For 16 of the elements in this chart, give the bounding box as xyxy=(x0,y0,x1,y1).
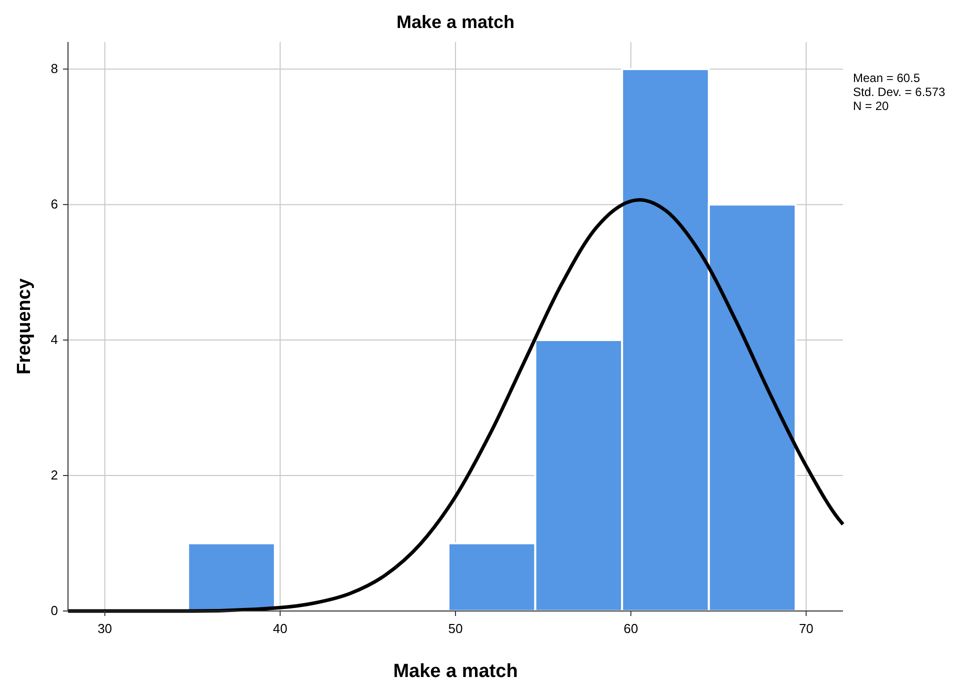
x-tick-label: 40 xyxy=(272,621,288,636)
x-axis-title: Make a match xyxy=(393,661,518,681)
x-tick-label: 70 xyxy=(798,621,814,636)
x-tick-label: 30 xyxy=(98,621,112,636)
y-tick-label: 0 xyxy=(50,603,58,618)
text: N = 20 xyxy=(853,99,890,113)
x-tick-label: 50 xyxy=(448,621,463,636)
chart-title: Make a match xyxy=(396,12,515,32)
y-tick-label: 8 xyxy=(50,61,58,76)
y-axis-title: Frequency xyxy=(14,278,35,375)
text: Mean = 60.5 xyxy=(853,71,920,85)
y-tick-label: 4 xyxy=(50,332,58,348)
y-tick-label: 6 xyxy=(50,196,58,212)
x-tick-label: 60 xyxy=(624,621,638,636)
y-tick-label: 2 xyxy=(50,468,58,483)
text: Std. Dev. = 6.573 xyxy=(853,85,946,99)
